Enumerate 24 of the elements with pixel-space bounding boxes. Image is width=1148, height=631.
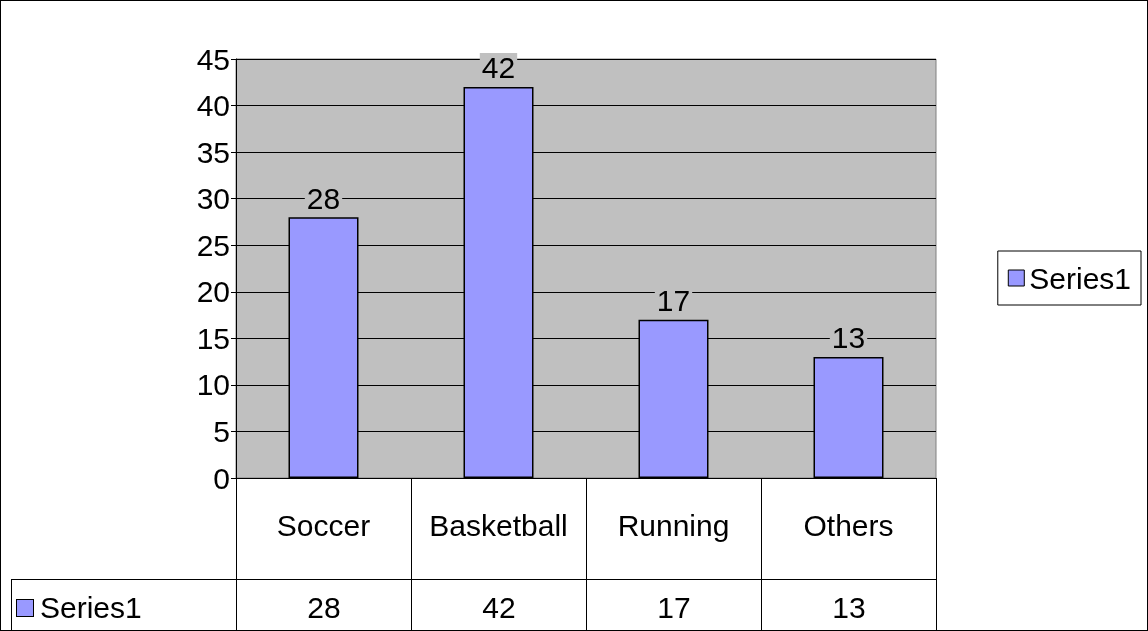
data-label: 42: [411, 579, 587, 631]
text: 17: [656, 284, 691, 318]
y-tick-label: 40: [196, 89, 230, 123]
x-tick-label: Basketball: [429, 508, 568, 542]
y-tick-label: 0: [213, 461, 230, 495]
legend-label: Series1: [1029, 261, 1131, 295]
y-tick-label: 15: [196, 321, 230, 355]
y-tick-label: 45: [196, 42, 230, 76]
y-tick-label: 5: [213, 414, 230, 448]
text: Series1: [40, 591, 142, 624]
x-tick-label: Others: [803, 508, 894, 542]
y-tick-label: 10: [196, 368, 230, 402]
y-tick-label: 20: [196, 275, 230, 309]
data-label: 13: [761, 579, 937, 631]
text: 28: [306, 181, 341, 215]
y-tick-label: 25: [196, 228, 230, 262]
text: 13: [831, 321, 866, 355]
data-label: 17: [586, 579, 762, 631]
x-tick-label: Running: [617, 508, 730, 542]
data-label: 28: [236, 579, 412, 631]
x-tick-label: Soccer: [276, 508, 371, 542]
y-tick-label: 35: [196, 135, 230, 169]
text: 42: [481, 51, 516, 85]
y-tick-label: 30: [196, 182, 230, 216]
